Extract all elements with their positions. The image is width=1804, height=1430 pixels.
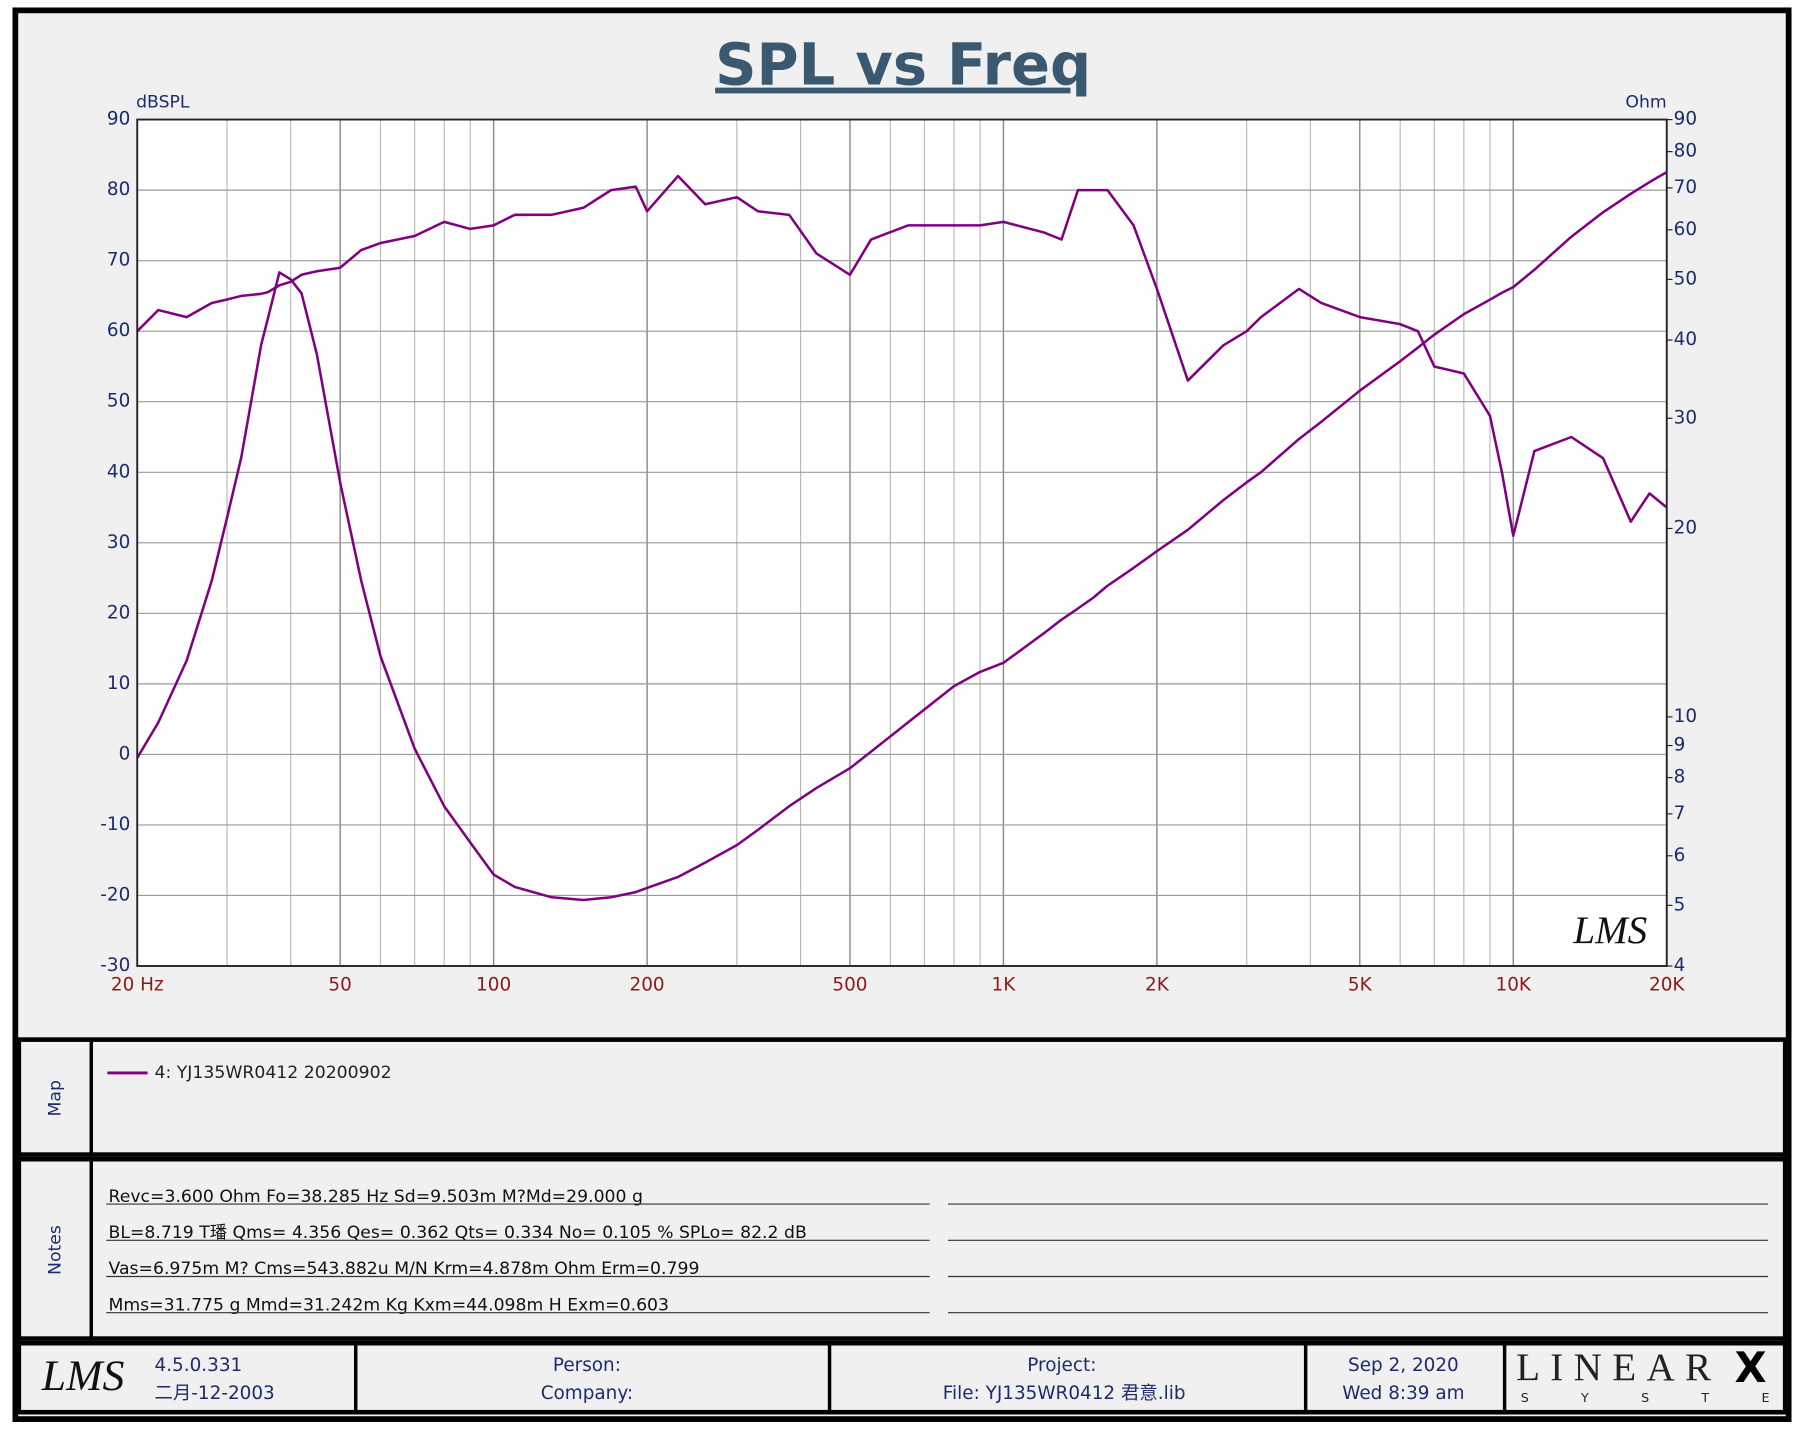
y-tick-label: -30 xyxy=(100,955,130,976)
time: Wed 8:39 am xyxy=(1342,1383,1464,1404)
x-tick-label: 5K xyxy=(1348,975,1373,996)
notes-lines: Revc=3.600 Ohm Fo=38.285 Hz Sd=9.503m M?… xyxy=(106,1187,1768,1315)
y-tick-label: 80 xyxy=(107,179,130,200)
y-tick-label: 30 xyxy=(107,532,130,553)
note-line: Mms=31.775 g Mmd=31.242m Kg Kxm=44.098m … xyxy=(109,1295,670,1315)
y2-tick-label: 10 xyxy=(1674,706,1697,727)
x-tick-label: 20K xyxy=(1649,975,1685,996)
series-line xyxy=(136,170,1668,902)
date: Sep 2, 2020 xyxy=(1348,1355,1459,1376)
version-date: 二月-12-2003 xyxy=(155,1383,275,1404)
y-tick-label: -10 xyxy=(100,814,130,835)
map-label: Map xyxy=(46,1080,66,1116)
x-tick-label: 50 xyxy=(328,975,351,996)
y2-tick-label: 30 xyxy=(1674,407,1697,428)
y-tick-label: 70 xyxy=(107,250,130,271)
note-line: BL=8.719 T璠 Qms= 4.356 Qes= 0.362 Qts= 0… xyxy=(109,1223,807,1243)
y2-axis-label: Ohm xyxy=(1625,92,1666,112)
map-panel xyxy=(16,1037,1788,1157)
y-tick-label: 0 xyxy=(119,743,131,764)
y2-tick-label: 20 xyxy=(1674,517,1697,538)
y2-tick-label: 4 xyxy=(1674,955,1686,976)
note-line: Vas=6.975m M? Cms=543.882u M/N Krm=4.878… xyxy=(109,1259,700,1279)
y2-tick-label: 40 xyxy=(1674,329,1697,350)
y2-tick-label: 70 xyxy=(1674,177,1697,198)
y-tick-label: 10 xyxy=(107,673,130,694)
project: Project: xyxy=(1027,1355,1096,1376)
y2-tick-label: 60 xyxy=(1674,219,1697,240)
note-line: Revc=3.600 Ohm Fo=38.285 Hz Sd=9.503m M?… xyxy=(109,1187,643,1207)
footer-panel xyxy=(16,1340,1788,1415)
x-tick-label: 500 xyxy=(832,975,867,996)
y2-tick-label: 9 xyxy=(1674,735,1686,756)
person: Person: xyxy=(553,1355,621,1376)
y-tick-label: 50 xyxy=(107,391,130,412)
y2-tick-label: 80 xyxy=(1674,141,1697,162)
series-line xyxy=(136,174,1668,538)
legend-entry: 4: YJ135WR0412 20200902 xyxy=(155,1063,392,1083)
notes-panel xyxy=(16,1156,1788,1341)
y-tick-label: -20 xyxy=(100,884,130,905)
watermark: LMS xyxy=(1572,909,1647,952)
brand-x: X xyxy=(1735,1344,1767,1392)
y-tick-label: 90 xyxy=(107,109,130,130)
x-tick-label: 10K xyxy=(1496,975,1532,996)
y-tick-label: 20 xyxy=(107,602,130,623)
x-tick-label: 20 Hz xyxy=(111,975,164,996)
brand-sub: S Y S T E M S xyxy=(1521,1390,1804,1405)
x-tick-label: 200 xyxy=(630,975,665,996)
y-tick-label: 40 xyxy=(107,461,130,482)
y2-tick-label: 5 xyxy=(1674,894,1686,915)
plot-border xyxy=(136,118,1668,967)
x-tick-label: 100 xyxy=(476,975,511,996)
y2-tick-label: 50 xyxy=(1674,268,1697,289)
x-tick-label: 1K xyxy=(992,975,1017,996)
y2-tick-label: 6 xyxy=(1674,845,1686,866)
y2-tick-label: 7 xyxy=(1674,803,1686,824)
y2-tick-label: 8 xyxy=(1674,767,1686,788)
notes-label: Notes xyxy=(46,1225,66,1275)
y-axis-label: dBSPL xyxy=(136,92,190,112)
chart-title: SPL vs Freq xyxy=(715,32,1091,99)
company: Company: xyxy=(541,1383,633,1404)
y-tick-label: 60 xyxy=(107,320,130,341)
brand: LINEAR xyxy=(1516,1346,1721,1389)
version: 4.5.0.331 xyxy=(155,1355,243,1376)
file: File: YJ135WR0412 君意.lib xyxy=(943,1383,1186,1404)
x-tick-label: 2K xyxy=(1145,975,1170,996)
footer-logo: LMS xyxy=(41,1352,125,1400)
y2-tick-label: 90 xyxy=(1674,109,1697,130)
grid xyxy=(136,119,1668,967)
